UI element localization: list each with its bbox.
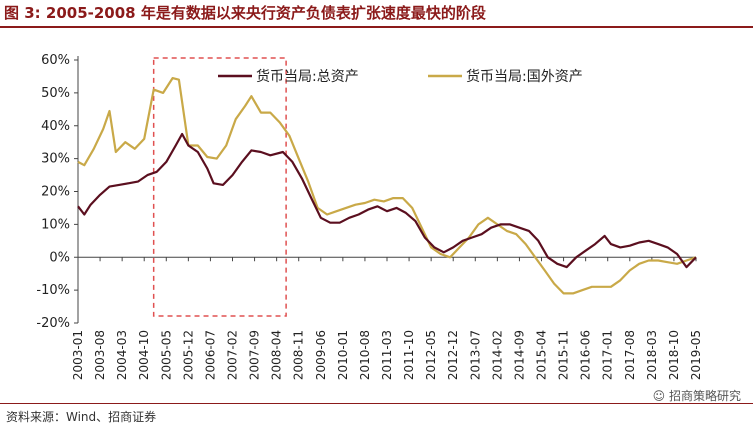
x-tick-label: 2004-10: [137, 330, 151, 380]
x-tick-label: 2012-12: [446, 330, 460, 380]
x-tick-label: 2003-08: [93, 330, 107, 380]
wechat-icon: ☺: [652, 389, 669, 403]
y-tick-label: 40%: [41, 119, 70, 134]
x-tick-label: 2017-01: [601, 330, 615, 380]
x-tick-label: 2006-07: [203, 330, 217, 380]
y-tick-label: 20%: [41, 185, 70, 200]
x-tick-label: 2010-01: [336, 330, 350, 380]
x-tick-label: 2015-04: [535, 330, 549, 380]
watermark: ☺ 招商策略研究: [653, 387, 741, 404]
series-line-1: [77, 77, 697, 295]
watermark-text: 招商策略研究: [668, 389, 741, 403]
legend: 货币当局:总资产 货币当局:国外资产: [218, 68, 583, 85]
x-tick-label: 2011-03: [380, 330, 394, 380]
x-tick-label: 2015-11: [557, 330, 571, 380]
x-tick-label: 2010-08: [358, 330, 372, 380]
x-tick-label: 2017-08: [623, 330, 637, 380]
highlight-box-group: [152, 57, 287, 317]
bottom-rule: [0, 403, 753, 404]
y-tick-label: 0%: [49, 250, 70, 265]
source-note: 资料来源：Wind、招商证券: [6, 410, 157, 424]
x-tick-label: 2005-05: [159, 330, 173, 380]
x-tick-label: 2018-10: [667, 330, 681, 380]
legend-label: 货币当局:总资产: [256, 68, 359, 85]
x-tick-label: 2012-05: [424, 330, 438, 380]
x-tick-label: 2013-07: [468, 330, 482, 380]
y-axis: -20% -10% 0% 10% 20% 30% 40% 50% 60%: [36, 53, 79, 331]
x-tick-label: 2016-06: [579, 330, 593, 380]
y-tick-label: 30%: [41, 152, 70, 167]
highlight-box: [152, 57, 287, 317]
x-tick-label: 2018-03: [645, 330, 659, 380]
y-tick-label: 50%: [41, 86, 70, 101]
chart-canvas: -20%-10%0%10%20%30%40%50%60% 2003-01 2003…: [36, 53, 703, 380]
title-rule: [0, 26, 753, 28]
x-tick-label: 2003-01: [71, 330, 85, 380]
x-tick-label: 2009-06: [314, 330, 328, 380]
x-tick-label: 2014-02: [490, 330, 504, 380]
x-tick-label: 2011-10: [402, 330, 416, 380]
x-tick-label: 2007-02: [226, 330, 240, 380]
y-tick-label: 10%: [41, 217, 70, 232]
x-tick-label: 2004-03: [115, 330, 129, 380]
x-tick-label: 2008-11: [292, 330, 306, 380]
y-tick-label: -10%: [36, 283, 70, 298]
x-tick-label: 2008-04: [270, 330, 284, 380]
x-tick-label: 2019-05: [689, 330, 703, 380]
x-tick-label: 2005-12: [181, 330, 195, 380]
x-tick-label: 2014-09: [512, 330, 526, 380]
x-tick-label: 2007-09: [248, 330, 262, 380]
y-tick-label: 60%: [41, 53, 70, 68]
legend-label: 货币当局:国外资产: [466, 68, 583, 85]
x-axis: 2003-01 2003-08 2004-03 2004-10 2005-05 2005-…: [71, 256, 703, 380]
series-lines: [77, 77, 697, 295]
y-tick-label: -20%: [36, 316, 70, 331]
chart-title: 图 3: 2005-2008 年是有数据以来央行资产负债表扩张速度最快的阶段: [4, 4, 486, 22]
series-line-0: [77, 132, 697, 269]
